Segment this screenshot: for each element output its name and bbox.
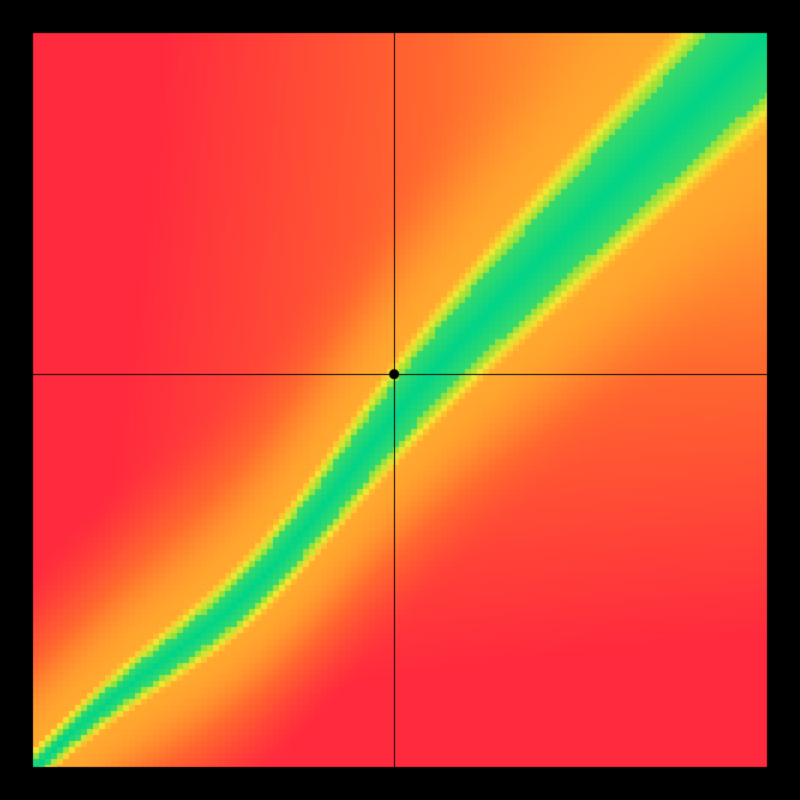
chart-container: TheBottleneck.com [0,0,800,800]
bottleneck-heatmap [0,0,800,800]
watermark-text: TheBottleneck.com [564,6,767,32]
